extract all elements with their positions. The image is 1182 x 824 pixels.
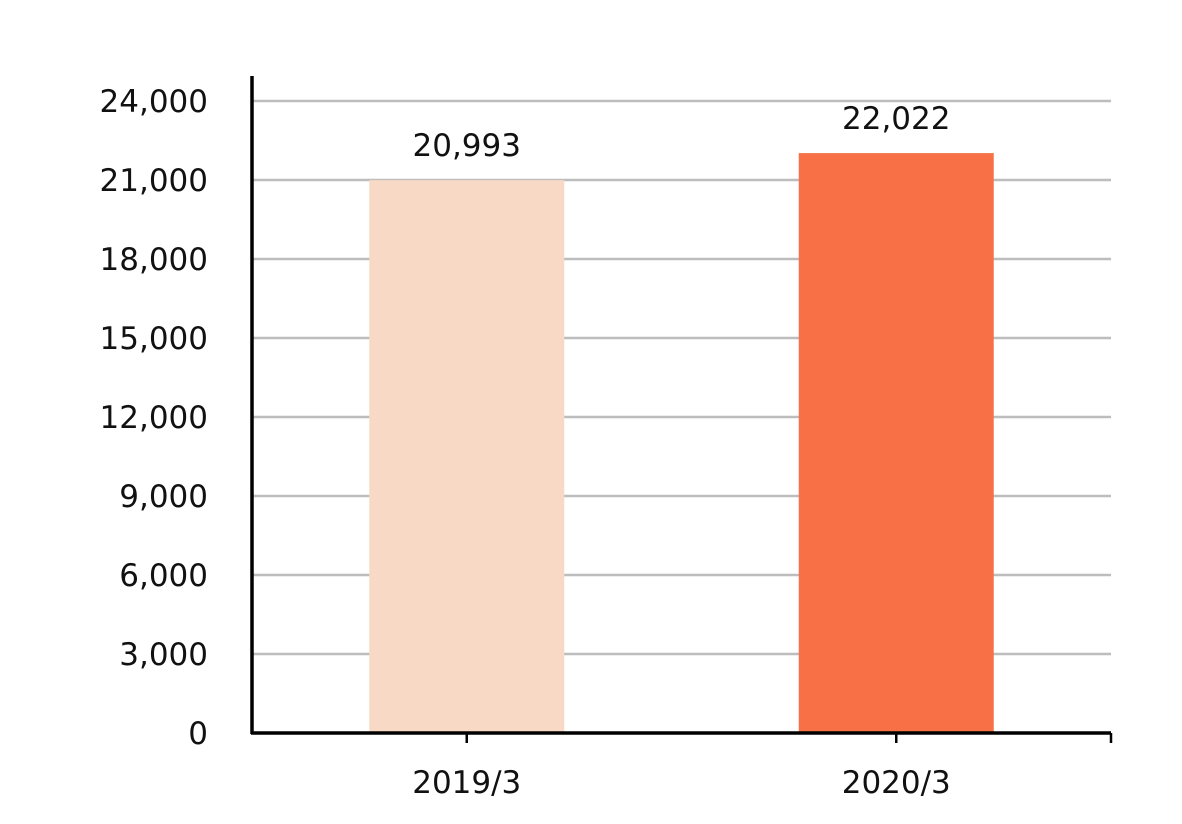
y-tick-label: 21,000 [100, 163, 208, 199]
x-tick-label: 2019/3 [412, 765, 521, 801]
data-label: 22,022 [842, 101, 950, 137]
y-tick-label: 6,000 [119, 558, 208, 594]
y-tick-label: 18,000 [100, 242, 208, 278]
y-tick-label: 15,000 [100, 321, 208, 357]
y-tick-labels: 0 3,000 6,000 9,000 12,000 15,000 18,000 21,000… [100, 84, 208, 752]
y-tick-label: 0 [188, 716, 208, 752]
x-tick-label: 2020/3 [842, 765, 951, 801]
x-tick-labels: 2019/3 2020/3 [412, 765, 951, 801]
data-label: 20,993 [413, 128, 521, 164]
y-tick-label: 12,000 [100, 400, 208, 436]
y-tick-label: 24,000 [100, 84, 208, 120]
axes [250, 76, 1113, 743]
bar-2020-3 [798, 153, 994, 733]
y-tick-label: 9,000 [119, 479, 208, 515]
data-labels: 20,993 22,022 [413, 101, 951, 164]
y-tick-label: 3,000 [119, 637, 208, 673]
bars [369, 153, 994, 733]
bar-2019-3 [369, 180, 565, 733]
